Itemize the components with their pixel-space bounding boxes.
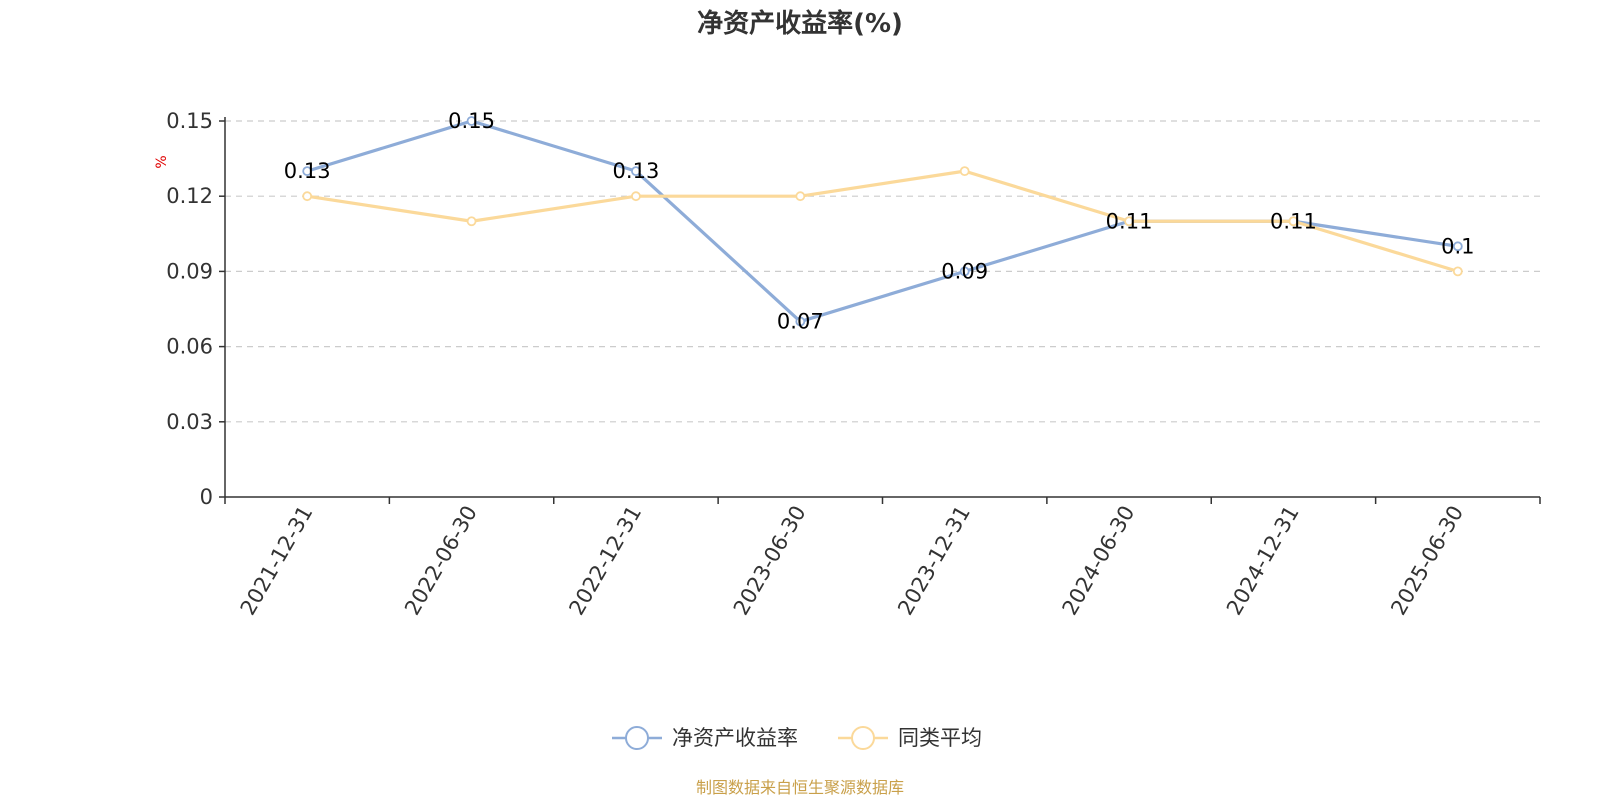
data-point[interactable] <box>466 116 477 126</box>
y-tick-label: 0.03 <box>166 410 213 434</box>
y-tick-label: 0.09 <box>166 259 213 283</box>
data-label: 0.07 <box>777 310 824 334</box>
y-tick-label: 0.15 <box>166 109 213 133</box>
y-tick-label: 0 <box>200 485 213 509</box>
x-tick-label: 2021-12-31 <box>236 502 318 620</box>
data-label: 0.11 <box>1270 209 1317 233</box>
legend-item-2[interactable]: 同类平均 <box>838 726 982 750</box>
legend-marker <box>851 726 875 750</box>
data-label: 0.09 <box>941 259 988 283</box>
legend-item-1[interactable]: 净资产收益率 <box>612 726 798 750</box>
data-point[interactable] <box>795 191 806 202</box>
y-tick-label: 0.06 <box>166 335 213 359</box>
data-label: 0.13 <box>284 159 331 183</box>
legend[interactable]: 净资产收益率 同类平均 <box>612 726 982 750</box>
data-label: 0.15 <box>448 109 495 133</box>
data-label: 0.1 <box>1441 234 1474 258</box>
data-point[interactable] <box>959 166 970 177</box>
x-axis-ticks: 2021-12-31 2022-06-30 2022-12-31 2023-06-30… <box>224 497 1541 620</box>
data-point[interactable] <box>302 191 313 202</box>
data-point[interactable] <box>959 266 970 277</box>
data-point[interactable] <box>1288 216 1299 227</box>
series-line-2 <box>306 169 1459 273</box>
legend-marker <box>625 726 649 750</box>
data-point[interactable] <box>1452 266 1463 277</box>
data-point[interactable] <box>466 216 477 227</box>
source-note: 制图数据来自恒生聚源数据库 <box>696 778 904 797</box>
data-label: 0.11 <box>1106 209 1153 233</box>
grid-lines <box>225 120 1540 423</box>
axes <box>224 117 1540 498</box>
data-label: 0.13 <box>613 159 660 183</box>
data-point[interactable] <box>631 166 641 177</box>
data-point[interactable] <box>795 316 806 327</box>
legend-label: 净资产收益率 <box>672 726 798 750</box>
x-tick-label: 2023-12-31 <box>893 502 975 620</box>
y-tick-label: 0.12 <box>166 184 213 208</box>
x-tick-label: 2024-06-30 <box>1058 502 1140 620</box>
x-tick-label: 2025-06-30 <box>1386 502 1468 620</box>
data-point[interactable] <box>302 166 313 177</box>
data-point[interactable] <box>1124 216 1134 227</box>
y-axis-ticks: 0 0.03 0.06 0.09 0.12 0.15 <box>166 109 225 509</box>
x-tick-label: 2022-06-30 <box>400 502 482 620</box>
x-tick-label: 2022-12-31 <box>564 502 646 620</box>
x-tick-label: 2024-12-31 <box>1222 502 1304 620</box>
data-labels: 0.13 0.15 0.13 0.07 0.09 0.11 0.11 0.1 <box>284 109 1475 334</box>
series-layer <box>302 116 1463 327</box>
y-axis-unit: % <box>154 155 170 168</box>
data-point[interactable] <box>631 191 641 202</box>
x-tick-label: 2023-06-30 <box>729 502 811 620</box>
chart-title: 净资产收益率(%) <box>697 8 903 39</box>
data-point[interactable] <box>1452 241 1463 252</box>
legend-label: 同类平均 <box>898 726 982 750</box>
